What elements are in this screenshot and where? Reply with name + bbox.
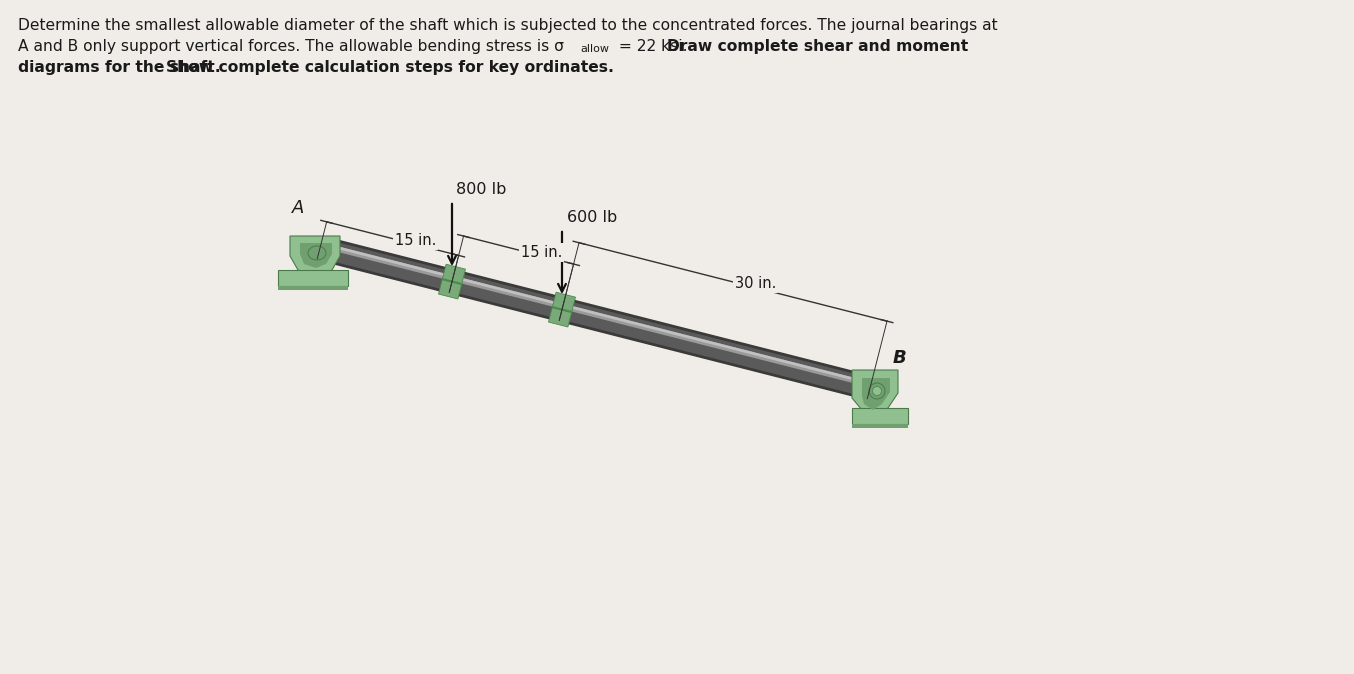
Polygon shape <box>290 236 340 276</box>
Polygon shape <box>862 378 890 410</box>
Polygon shape <box>548 293 575 327</box>
Polygon shape <box>441 278 462 285</box>
Text: B: B <box>894 349 907 367</box>
Polygon shape <box>552 306 571 313</box>
Polygon shape <box>278 286 348 290</box>
Polygon shape <box>321 242 872 385</box>
Polygon shape <box>301 243 332 268</box>
Polygon shape <box>278 270 348 286</box>
Text: A and B only support vertical forces. The allowable bending stress is σ: A and B only support vertical forces. Th… <box>18 39 565 54</box>
Text: 800 lb: 800 lb <box>456 182 506 197</box>
Polygon shape <box>852 370 898 416</box>
Text: allow: allow <box>580 44 609 54</box>
Text: Draw complete shear and moment: Draw complete shear and moment <box>668 39 968 54</box>
Text: Determine the smallest allowable diameter of the shaft which is subjected to the: Determine the smallest allowable diamete… <box>18 18 998 33</box>
Text: diagrams for the shaft.: diagrams for the shaft. <box>18 60 226 75</box>
Text: 600 lb: 600 lb <box>567 210 617 225</box>
Text: 30 in.: 30 in. <box>735 276 776 291</box>
Text: A: A <box>292 199 305 217</box>
Text: 15 in.: 15 in. <box>520 245 562 259</box>
Text: 15 in.: 15 in. <box>394 233 436 248</box>
Polygon shape <box>320 242 872 388</box>
Text: = 22 ksi.: = 22 ksi. <box>613 39 692 54</box>
Ellipse shape <box>872 386 881 396</box>
Polygon shape <box>439 264 466 299</box>
Text: Show complete calculation steps for key ordinates.: Show complete calculation steps for key … <box>167 60 613 75</box>
Polygon shape <box>852 408 909 424</box>
Polygon shape <box>852 424 909 428</box>
Polygon shape <box>318 239 872 398</box>
Polygon shape <box>317 236 873 400</box>
Ellipse shape <box>307 246 326 260</box>
Ellipse shape <box>869 383 886 399</box>
